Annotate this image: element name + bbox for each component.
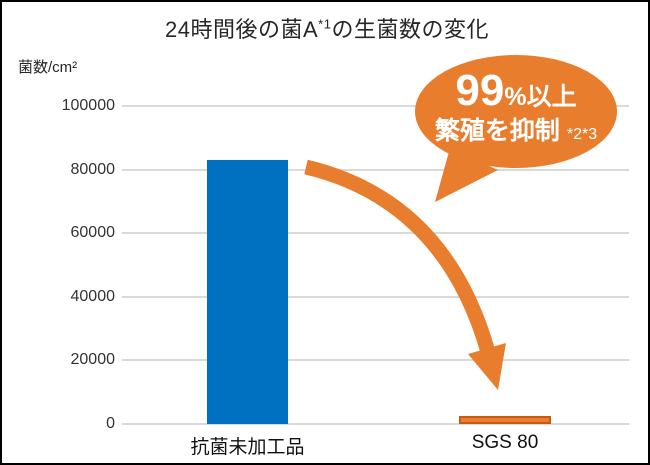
x-category-label: SGS 80 [471, 432, 539, 453]
gridline [122, 359, 629, 362]
chart-title: 24時間後の菌A*1の生菌数の変化 [2, 12, 648, 44]
gridline [122, 295, 629, 298]
y-tick-label: 20000 [70, 351, 116, 369]
y-tick-label: 60000 [70, 224, 116, 242]
y-tick-label: 0 [106, 415, 115, 432]
bar-SGS 80 [459, 416, 551, 424]
y-axis-unit-label: 菌数/cm² [18, 59, 78, 76]
callout-bubble [415, 55, 617, 168]
y-tick-label: 40000 [70, 287, 116, 305]
y-tick-label: 80000 [70, 160, 116, 178]
x-category-label: 抗菌未加工品 [190, 437, 305, 458]
bar-抗菌未加工品 [207, 160, 288, 424]
callout-percentage-suffix: %以上 [504, 83, 577, 111]
callout-suppression-text: 繁殖を抑制 [434, 117, 560, 145]
callout-line2: 繁殖を抑制 *2*3 [415, 119, 617, 144]
callout-line1: 99%以上 [415, 69, 617, 113]
chart-title-footnote-mark: *1 [318, 16, 332, 32]
gridline [122, 423, 629, 425]
gridline [122, 232, 629, 235]
callout-footnote-mark: *2*3 [566, 126, 598, 143]
chart-title-text-rest: の生菌数の変化 [331, 17, 489, 42]
gridline [122, 168, 629, 171]
callout-percentage: 99 [455, 66, 505, 115]
y-tick-label: 100000 [61, 97, 115, 114]
gridline [122, 105, 629, 107]
chart-title-text: 24時間後の菌A [165, 17, 319, 42]
callout-text: 99%以上 繁殖を抑制 *2*3 [415, 55, 617, 168]
